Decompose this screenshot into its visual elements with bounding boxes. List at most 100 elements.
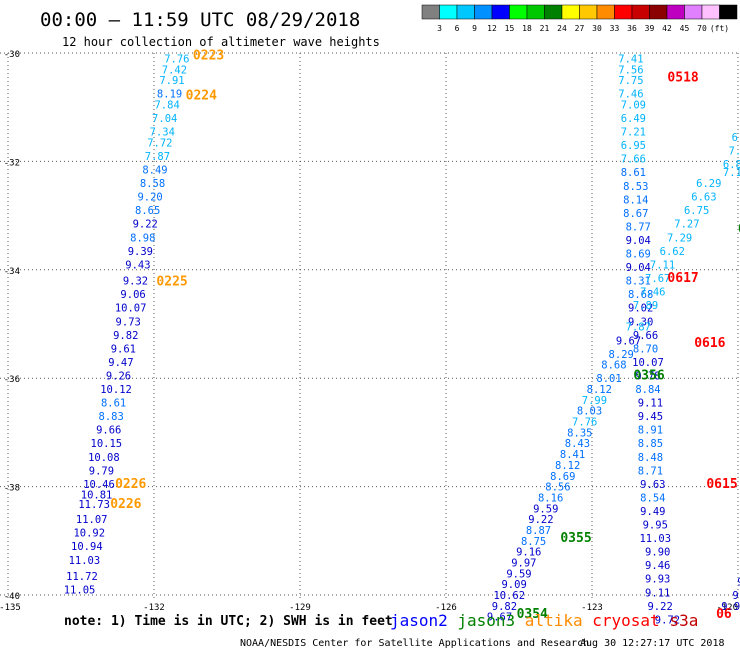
legend-entry-altika: altika [525, 611, 583, 630]
wave-height-label: 8.69 [550, 471, 575, 483]
footer-credit: NOAA/NESDIS Center for Satellite Applica… [240, 638, 589, 649]
y-tick-label: -38 [4, 484, 20, 494]
time-label: 0226 [110, 497, 141, 512]
legend-entry-jason2: jason2 [390, 611, 448, 630]
wave-height-label: 8.71 [638, 465, 663, 477]
wave-height-label: 9.22 [133, 219, 158, 231]
wave-height-label: 7.27 [674, 219, 699, 231]
wave-height-label: 7.46 [640, 286, 665, 298]
wave-height-label: 11.72 [66, 571, 98, 583]
scale-label: 12 [487, 24, 497, 33]
scale-label: 9 [472, 24, 477, 33]
scale-label: 39 [645, 24, 655, 33]
wave-height-label: 9 [737, 576, 740, 588]
x-tick-label: -126 [435, 603, 457, 613]
wave-height-label: 8.84 [635, 384, 660, 396]
wave-height-label: 7.42 [162, 64, 187, 76]
scale-swatch [456, 4, 475, 20]
wave-height-label: 9.02 [628, 303, 653, 315]
wave-height-label: 6.49 [621, 113, 646, 125]
scale-label: 30 [592, 24, 602, 33]
wave-height-label: 8.12 [555, 460, 580, 472]
time-label: 0223 [193, 49, 224, 64]
wave-height-label: 9.11 [645, 587, 670, 599]
scale-swatch [649, 4, 668, 20]
wave-height-label: 8.68 [601, 360, 626, 372]
scale-label: 21 [540, 24, 550, 33]
wave-height-label: 6.86 [723, 159, 740, 171]
wave-height-label: 9.47 [108, 357, 133, 369]
wave-height-label: 11.03 [639, 533, 671, 545]
wave-height-label: 6. [732, 132, 740, 144]
wave-height-label: 7.34 [150, 127, 175, 139]
scale-swatch [561, 4, 580, 20]
y-tick-label: -34 [4, 267, 20, 277]
wave-height-label: 7.87 [626, 322, 651, 334]
wave-height-label: 7.99 [582, 395, 607, 407]
wave-height-label: 8.69 [626, 249, 651, 261]
scale-label: 18 [522, 24, 532, 33]
wave-height-label: 6.95 [621, 140, 646, 152]
chart-title: 00:00 — 11:59 UTC 08/29/2018 [40, 9, 360, 31]
wave-height-label: 10.15 [91, 438, 123, 450]
y-tick-label: -36 [4, 375, 20, 385]
wave-height-label: 9.61 [111, 343, 136, 355]
wave-height-label: 8.98 [130, 232, 155, 244]
wave-height-label: 7.09 [621, 99, 646, 111]
x-tick-label: -120 [716, 603, 738, 613]
wave-height-label: 7.2 [729, 146, 740, 158]
wave-height-label: 11.05 [64, 585, 96, 597]
color-scale: 3 6 9 12 15 18 21 24 27 30 33 36 39 42 45 70 (ft) [421, 4, 738, 33]
wave-height-label: 10.07 [632, 357, 664, 369]
time-label: 0355 [560, 531, 591, 546]
wave-height-label: 9.59 [533, 503, 558, 515]
wave-height-label: 9.93 [645, 574, 670, 586]
scale-label: (ft) [710, 24, 729, 33]
wave-height-label: 9.45 [638, 411, 663, 423]
wave-height-label: 8.14 [623, 194, 648, 206]
legend-entry-jason3: jason3 [457, 611, 515, 630]
scale-label: 24 [557, 24, 567, 33]
data-labels: 7.767.427.918.197.847.047.347.727.878.49… [64, 49, 740, 627]
wave-height-label: 7.41 [618, 53, 643, 65]
wave-height-label: 7.89 [633, 300, 658, 312]
wave-height-label: 7.76 [572, 417, 597, 429]
scale-label: 27 [575, 24, 585, 33]
wave-height-label: 10.07 [115, 303, 147, 315]
wave-height-label: 9.63 [640, 479, 665, 491]
wave-height-label: 9.78 [635, 370, 660, 382]
wave-height-label: 8.65 [135, 205, 160, 217]
wave-height-label: 9 [732, 590, 738, 602]
wave-height-label: 7.56 [618, 64, 643, 76]
wave-height-label: 8.43 [565, 438, 590, 450]
wave-height-label: 9.22 [647, 601, 672, 613]
wave-height-label: 9.82 [113, 330, 138, 342]
wave-height-label: 8.91 [638, 425, 663, 437]
scale-swatch [439, 4, 458, 20]
wave-height-label: 7.21 [621, 127, 646, 139]
wave-height-label: 9.26 [106, 370, 131, 382]
wave-height-label: 10.94 [71, 541, 103, 553]
wave-height-label: 6.75 [684, 205, 709, 217]
wave-height-label: 8.19 [157, 89, 182, 101]
scale-swatch [526, 4, 545, 20]
wave-height-label: 10.62 [493, 590, 525, 602]
wave-height-label: 9.04 [626, 235, 651, 247]
scale-swatch [701, 4, 720, 20]
time-label: 0356 [633, 368, 664, 383]
x-tick-label: -132 [143, 603, 165, 613]
grid-lines [0, 52, 740, 600]
scale-swatch [421, 4, 440, 20]
wave-height-label: 9.90 [645, 547, 670, 559]
y-tick-label: -32 [4, 158, 20, 168]
time-label: 0615 [706, 477, 737, 492]
wave-height-label: 7.84 [154, 99, 179, 111]
wave-height-label: 8.85 [638, 438, 663, 450]
scale-label: 6 [455, 24, 460, 33]
scale-swatch [684, 4, 703, 20]
scale-swatch [579, 4, 598, 20]
time-label: 0617 [667, 271, 698, 286]
wave-height-label: 11.07 [76, 514, 108, 526]
wave-height-label: 9.67 [487, 612, 512, 624]
wave-height-label: 8.61 [621, 167, 646, 179]
